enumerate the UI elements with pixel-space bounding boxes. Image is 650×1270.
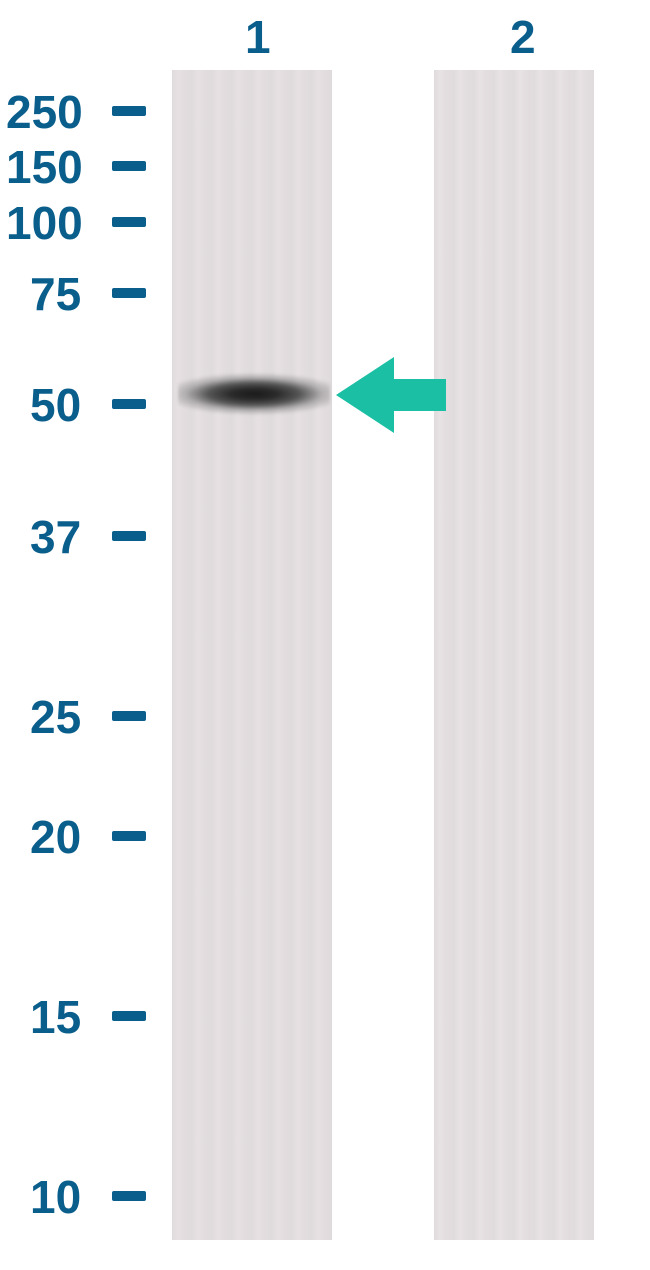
arrow-shaft xyxy=(394,379,446,411)
mw-tick-50 xyxy=(112,399,146,409)
mw-label-50: 50 xyxy=(30,378,81,432)
mw-label-150: 150 xyxy=(6,140,83,194)
mw-label-25: 25 xyxy=(30,690,81,744)
lane-2 xyxy=(434,70,594,1240)
mw-tick-25 xyxy=(112,711,146,721)
protein-band-lane1 xyxy=(178,370,330,418)
mw-tick-100 xyxy=(112,217,146,227)
mw-label-75: 75 xyxy=(30,267,81,321)
mw-tick-20 xyxy=(112,831,146,841)
mw-label-37: 37 xyxy=(30,510,81,564)
mw-label-250: 250 xyxy=(6,85,83,139)
mw-label-100: 100 xyxy=(6,196,83,250)
lane-1 xyxy=(172,70,332,1240)
mw-tick-75 xyxy=(112,288,146,298)
mw-tick-10 xyxy=(112,1191,146,1201)
arrow-head xyxy=(336,357,394,433)
lane-label-2: 2 xyxy=(510,10,536,64)
mw-tick-37 xyxy=(112,531,146,541)
lane-label-1: 1 xyxy=(245,10,271,64)
mw-label-15: 15 xyxy=(30,990,81,1044)
mw-label-10: 10 xyxy=(30,1170,81,1224)
mw-tick-15 xyxy=(112,1011,146,1021)
mw-tick-250 xyxy=(112,106,146,116)
mw-label-20: 20 xyxy=(30,810,81,864)
mw-tick-150 xyxy=(112,161,146,171)
